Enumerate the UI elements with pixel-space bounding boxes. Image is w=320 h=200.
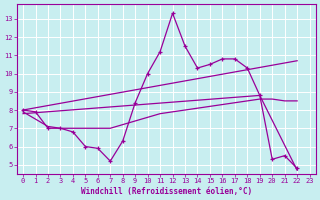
X-axis label: Windchill (Refroidissement éolien,°C): Windchill (Refroidissement éolien,°C) [81,187,252,196]
